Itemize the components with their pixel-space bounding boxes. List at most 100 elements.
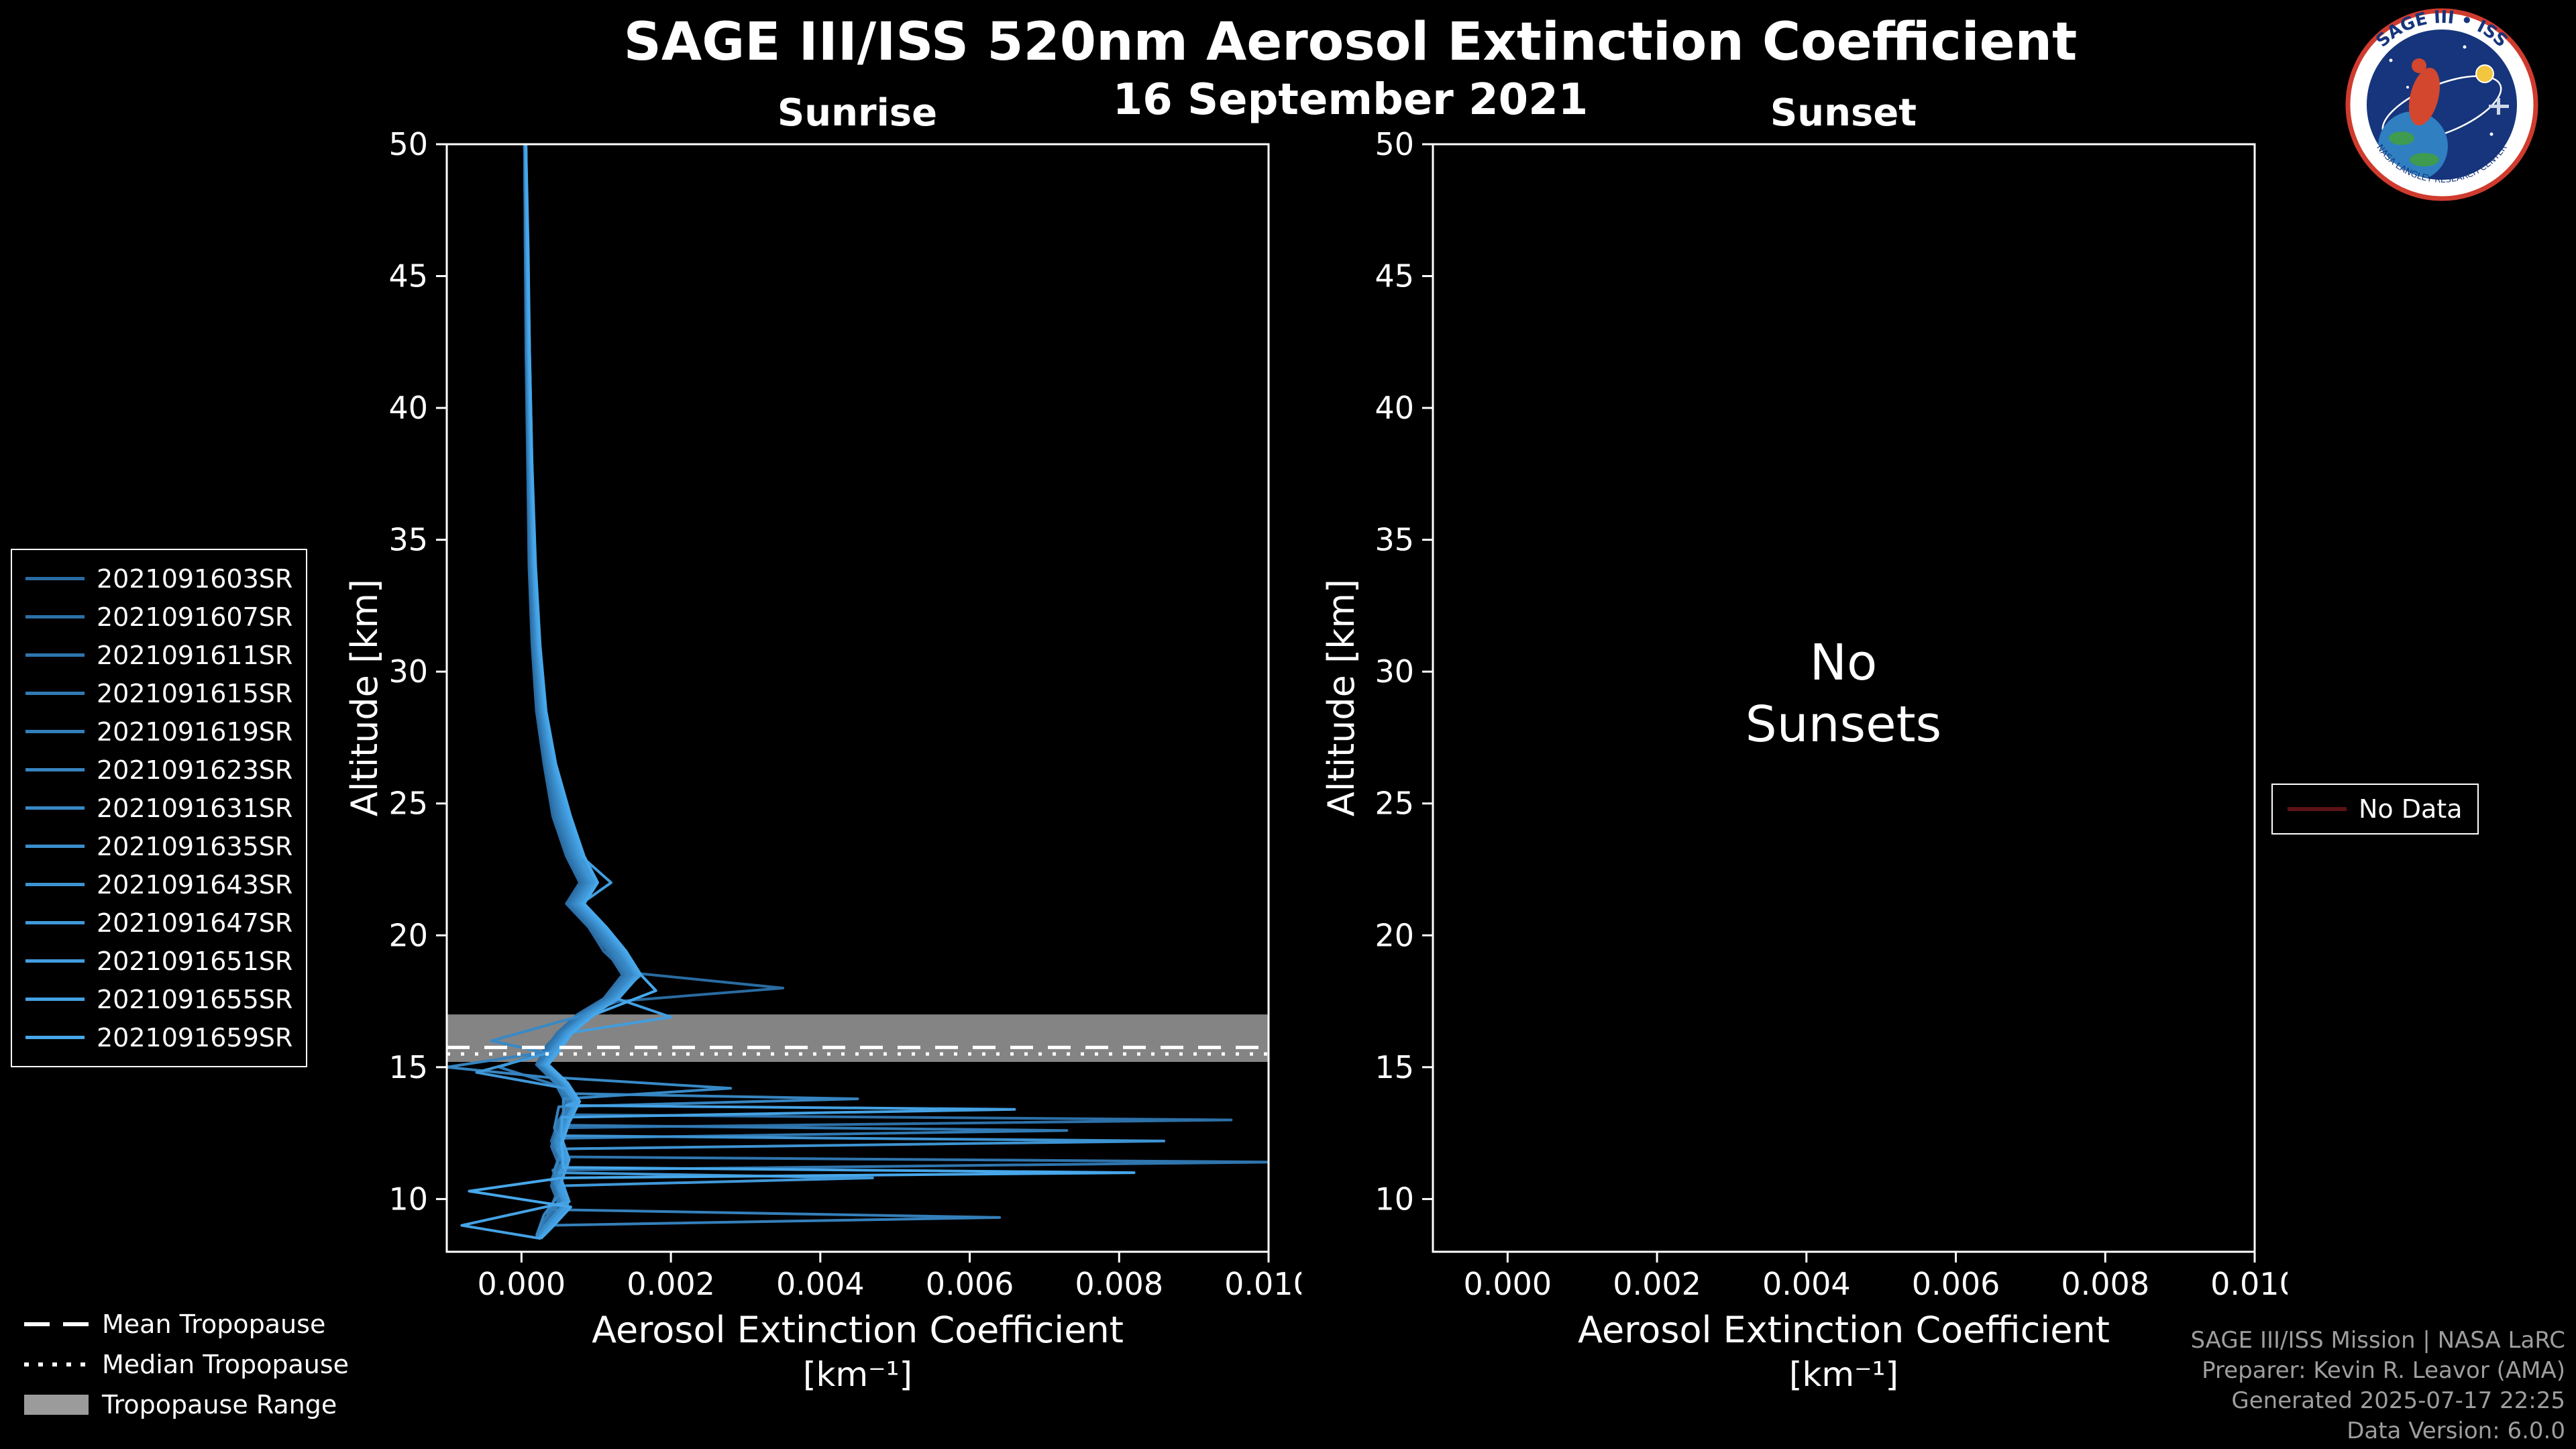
event-line-swatch [25, 959, 85, 963]
event-legend-item: 2021091607SR [25, 598, 292, 636]
x-tick-label: 0.010 [1224, 1266, 1301, 1302]
profile-line [525, 144, 1166, 1240]
y-tick-label: 50 [388, 126, 428, 162]
event-line-swatch [25, 883, 85, 886]
event-label: 2021091603SR [97, 564, 293, 594]
plot-frame [1432, 143, 2256, 1253]
no-sunsets-annotation: No Sunsets [1746, 632, 1941, 755]
event-label: 2021091635SR [97, 831, 293, 861]
y-tick-label: 45 [388, 258, 428, 294]
y-tick-label: 30 [1375, 653, 1414, 690]
event-label: 2021091647SR [97, 908, 293, 938]
event-label: 2021091607SR [97, 602, 293, 632]
event-legend-item: 2021091643SR [25, 865, 292, 904]
y-tick-label: 45 [1375, 258, 1414, 294]
x-tick-label: 0.004 [1762, 1266, 1851, 1302]
footer-generated: Generated 2025-07-17 22:25 [2231, 1387, 2565, 1414]
x-tick-label: 0.010 [2210, 1266, 2288, 1302]
y-tick-label: 50 [1375, 126, 1414, 162]
event-legend-item: 2021091635SR [25, 827, 292, 865]
profile-line [523, 144, 1269, 1240]
logo-figure [2409, 68, 2440, 125]
sunrise-x-axis-label: Aerosol Extinction Coefficient [km⁻¹] [447, 1308, 1269, 1397]
tropopause-range-swatch [24, 1395, 89, 1415]
x-axis-unit-text: [km⁻¹] [802, 1355, 913, 1394]
event-line-swatch [25, 998, 85, 1001]
event-legend-item: 2021091615SR [25, 674, 292, 712]
sunrise-plot: 10 15 20 25 30 35 40 45 50 0.000 0.002 0.004 0.006 0.… [388, 126, 1301, 1302]
sunset-x-axis-label: Aerosol Extinction Coefficient [km⁻¹] [1433, 1308, 2255, 1397]
y-tick-label: 30 [388, 653, 428, 690]
event-label: 2021091655SR [97, 984, 293, 1014]
x-tick-label: 0.008 [2061, 1266, 2149, 1302]
event-label: 2021091615SR [97, 678, 293, 708]
figure-date: 16 September 2021 [1112, 75, 1589, 125]
y-tick-label: 10 [388, 1181, 428, 1217]
footer-mission: SAGE III/ISS Mission | NASA LaRC [2190, 1327, 2565, 1354]
event-legend-item: 2021091651SR [25, 942, 292, 980]
mean-tropopause-label: Mean Tropopause [102, 1309, 326, 1339]
x-tick-label: 0.000 [1464, 1266, 1552, 1302]
event-legend-item: 2021091611SR [25, 636, 292, 674]
y-tick-label: 15 [1375, 1049, 1414, 1085]
median-tropopause-swatch [24, 1362, 89, 1366]
x-tick-label: 0.008 [1075, 1266, 1163, 1302]
event-line-swatch [25, 577, 85, 580]
sage-iss-logo: SAGE III • ISS NASA LANGLEY RESEARCH CEN… [2345, 7, 2538, 201]
no-data-legend: No Data [2271, 784, 2479, 835]
event-line-swatch [25, 730, 85, 733]
x-tick-label: 0.006 [1912, 1266, 2000, 1302]
tropopause-range-label: Tropopause Range [102, 1390, 337, 1419]
logo-figure-head [2412, 58, 2426, 73]
median-tropopause-legend-item: Median Tropopause [24, 1350, 349, 1379]
event-legend-item: 2021091619SR [25, 712, 292, 751]
mean-tropopause-legend-item: Mean Tropopause [24, 1309, 349, 1339]
sunrise-panel-title: Sunrise [777, 91, 938, 135]
plot-frame [445, 143, 1270, 1253]
sunset-plot: 10 15 20 25 30 35 40 45 50 0.000 0.002 0.004 0.006 0.… [1375, 126, 2288, 1302]
event-label: 2021091611SR [97, 640, 293, 670]
footer-credits: SAGE III/ISS Mission | NASA LaRC Prepare… [2190, 1326, 2565, 1446]
sunset-y-axis-label: Altitude [km] [1320, 578, 1362, 817]
tropopause-range-legend-item: Tropopause Range [24, 1390, 349, 1419]
y-tick-label: 35 [1375, 522, 1414, 558]
event-line-swatch [25, 653, 85, 657]
profile-line [523, 144, 1002, 1240]
y-tick-label: 25 [1375, 786, 1414, 822]
y-tick-label: 10 [1375, 1181, 1414, 1217]
profile-line [447, 144, 859, 1237]
event-label: 2021091659SR [97, 1022, 293, 1053]
y-tick-label: 15 [388, 1049, 428, 1085]
profile-line [468, 144, 1136, 1240]
y-tick-label: 20 [1375, 917, 1414, 953]
no-data-label: No Data [2359, 794, 2463, 824]
profile-line [523, 144, 785, 1240]
events-legend: 2021091603SR 2021091607SR 2021091611SR 2021… [11, 549, 308, 1067]
median-tropopause-label: Median Tropopause [102, 1350, 349, 1379]
event-legend-item: 2021091603SR [25, 559, 292, 598]
event-label: 2021091643SR [97, 869, 293, 900]
x-tick-label: 0.002 [1613, 1266, 1701, 1302]
y-tick-label: 20 [388, 917, 428, 953]
x-tick-label: 0.000 [478, 1266, 566, 1302]
y-tick-label: 40 [388, 390, 428, 426]
page-title: SAGE III/ISS 520nm Aerosol Extinction Co… [623, 12, 2078, 72]
event-label: 2021091619SR [97, 716, 293, 747]
profile-line [523, 144, 1233, 1240]
sunset-panel-title: Sunset [1770, 91, 1917, 135]
footer-preparer: Preparer: Kevin R. Leavor (AMA) [2202, 1357, 2565, 1384]
event-line-swatch [25, 921, 85, 924]
no-sunsets-line1: No [1809, 634, 1878, 692]
mean-tropopause-swatch [24, 1322, 89, 1326]
event-legend-item: 2021091647SR [25, 904, 292, 942]
x-axis-label-text: Aerosol Extinction Coefficient [1578, 1309, 2110, 1351]
x-tick-label: 0.004 [776, 1266, 865, 1302]
event-line-swatch [25, 845, 85, 848]
event-legend-item: 2021091623SR [25, 751, 292, 789]
event-line-swatch [25, 615, 85, 619]
event-legend-item: 2021091655SR [25, 980, 292, 1018]
event-line-swatch [25, 692, 85, 695]
event-line-swatch [25, 806, 85, 810]
no-sunsets-line2: Sunsets [1745, 696, 1942, 753]
